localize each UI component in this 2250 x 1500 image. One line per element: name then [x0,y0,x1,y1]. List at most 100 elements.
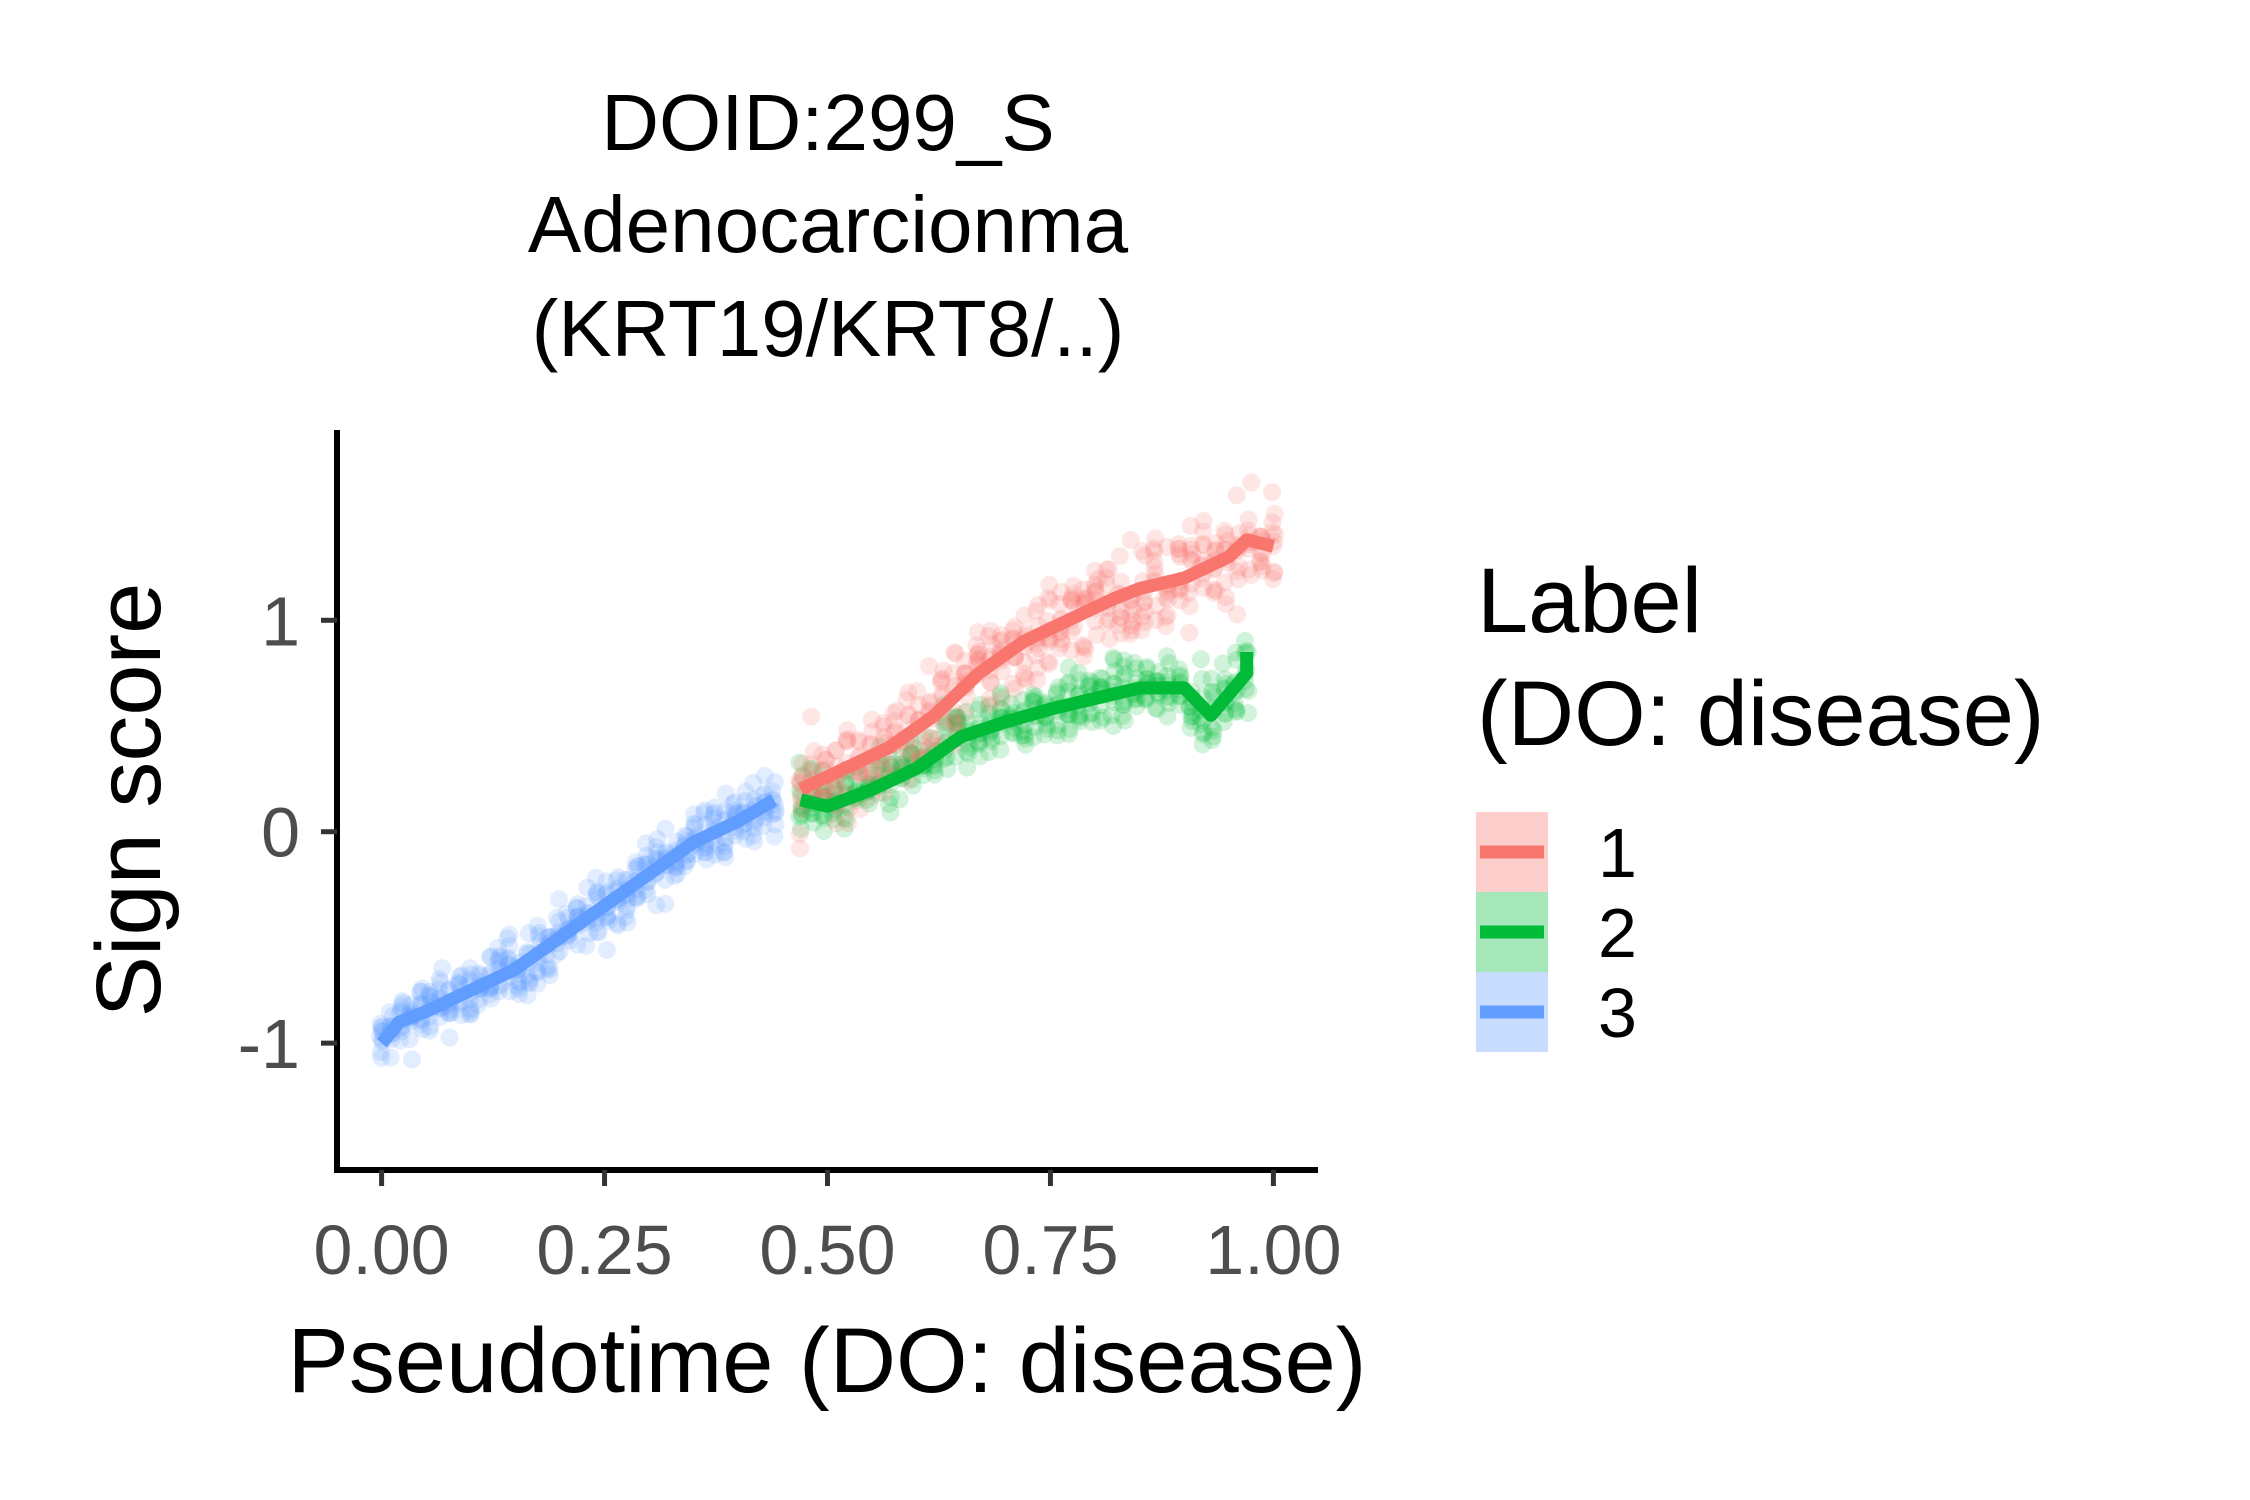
data-point [991,700,1010,718]
data-point [1026,687,1045,706]
data-point [1112,608,1131,627]
data-point [1076,639,1095,658]
data-point [1147,596,1166,615]
data-point [955,652,974,670]
data-point [849,731,868,750]
data-point [725,793,744,811]
y-tick-label: -1 [238,1005,300,1083]
data-point [411,982,430,1001]
data-point [589,923,608,942]
data-point [489,982,508,1001]
data-point [1263,483,1282,502]
data-point [577,936,596,955]
data-point [1239,510,1258,529]
data-point [1003,674,1022,693]
data-point [837,732,856,751]
data-point [968,644,987,663]
data-point [548,908,567,927]
data-point [1135,546,1154,565]
data-point [1156,608,1175,627]
data-point [461,1005,480,1024]
data-point [863,722,882,741]
data-point [1150,662,1169,681]
data-point [695,843,714,862]
data-point [686,815,705,834]
data-point [1145,552,1164,570]
data-point [440,1028,459,1047]
data-point [936,716,955,734]
data-point [647,838,666,856]
data-point [1144,539,1163,558]
data-point [1203,683,1222,702]
data-point [1080,677,1099,696]
data-point [1060,673,1079,692]
legend-label: 3 [1598,974,1637,1052]
data-point [1013,691,1032,710]
series-1-trend-line [797,533,1275,796]
data-point [902,744,921,762]
data-point [909,695,928,714]
data-point [880,795,899,814]
data-point [1213,654,1232,673]
legend-title-line-1: Label [1477,550,1702,652]
data-point [716,784,735,803]
data-point [372,1048,391,1067]
data-point [1193,735,1212,754]
data-point [1251,551,1270,570]
data-point [489,938,508,957]
data-point [482,947,500,966]
series-3-trend-line [376,794,778,1048]
data-point [413,1020,432,1039]
data-point [1207,581,1225,600]
data-point [675,857,694,876]
data-point [1112,572,1131,591]
data-point [835,819,854,838]
data-point [1156,588,1175,607]
data-point [704,805,723,824]
data-point [392,997,411,1016]
data-point [1122,616,1141,635]
data-point [1016,735,1035,754]
data-point [1086,612,1105,631]
data-point [1121,605,1140,624]
data-point [790,824,809,843]
data-point [814,822,833,840]
chart-title: DOID:299_S Adenocarcionma (KRT19/KRT8/..… [528,78,1129,373]
data-point [715,833,734,852]
data-point [1127,659,1145,678]
data-point [490,949,509,968]
data-point [1097,575,1116,594]
data-point [1183,545,1202,564]
data-point [1146,610,1165,629]
data-point [588,884,607,903]
data-point [1194,512,1213,530]
data-point [1038,719,1057,738]
data-point [791,839,809,858]
y-axis-title: Sign score [78,583,180,1018]
data-point [1227,562,1246,581]
data-point [991,740,1010,759]
data-point [695,804,714,822]
data-point [981,690,999,709]
data-point [921,692,940,711]
data-point [1158,667,1177,685]
data-point [991,684,1010,703]
data-point [452,966,471,985]
data-point [766,815,785,834]
data-point [1073,580,1092,599]
data-point [697,850,716,869]
data-point [616,908,635,927]
data-point [802,707,821,726]
data-point [597,941,616,959]
data-point [538,960,557,979]
data-point [980,695,999,714]
data-point [637,846,656,865]
data-point [887,701,906,720]
legend-entry-1: 1 [1476,812,1637,892]
data-point [1239,704,1257,723]
data-point [1115,711,1134,730]
data-point [557,904,576,923]
data-point [1015,653,1034,671]
data-point [461,1000,480,1019]
data-point [1080,705,1099,724]
